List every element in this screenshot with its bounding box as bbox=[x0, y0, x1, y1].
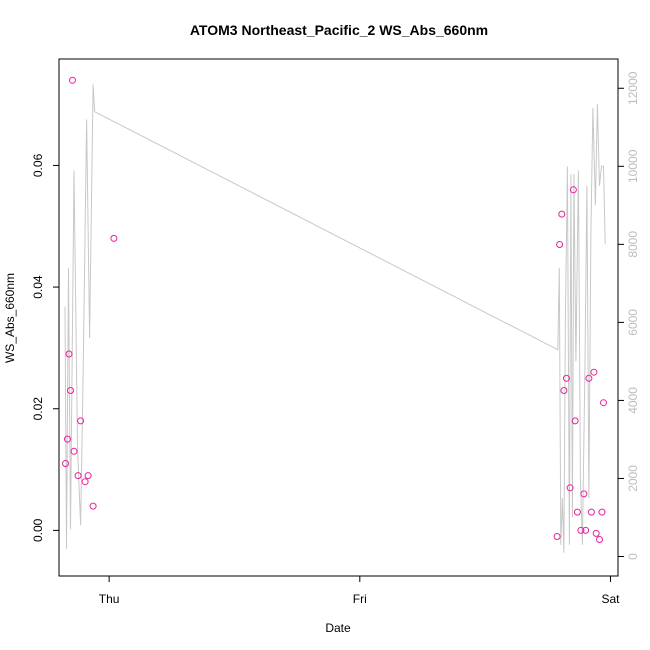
right-y-axis: 0 2000 4000 6000 8000 10000 12000 bbox=[617, 71, 640, 560]
data-point bbox=[69, 76, 76, 84]
data-point bbox=[587, 508, 595, 516]
data-point bbox=[556, 241, 564, 248]
data-point bbox=[70, 447, 78, 455]
right-tick-label: 4000 bbox=[626, 387, 640, 414]
data-point bbox=[569, 186, 577, 194]
right-tick-label: 6000 bbox=[626, 309, 640, 336]
data-point bbox=[596, 536, 603, 543]
data-point bbox=[592, 529, 600, 537]
left-y-axis: 0.00 0.02 0.04 0.06 bbox=[31, 153, 60, 542]
data-point bbox=[560, 387, 568, 394]
data-point bbox=[62, 460, 69, 467]
right-tick-label: 10000 bbox=[626, 149, 640, 183]
x-tick-label: Sat bbox=[601, 592, 620, 606]
x-axis-label: Date bbox=[325, 621, 351, 635]
data-point bbox=[558, 210, 566, 218]
data-point bbox=[566, 484, 574, 492]
data-point bbox=[585, 374, 593, 382]
right-tick-label: 2000 bbox=[626, 465, 640, 492]
data-point bbox=[65, 350, 73, 358]
altitude-line-layer bbox=[64, 84, 606, 553]
left-tick-label: 0.02 bbox=[31, 397, 45, 421]
y-axis-label: WS_Abs_660nm bbox=[3, 273, 17, 363]
data-point bbox=[67, 387, 74, 394]
data-point bbox=[562, 374, 570, 382]
data-point bbox=[580, 490, 588, 498]
altitude-line bbox=[64, 84, 606, 553]
data-point bbox=[577, 526, 585, 534]
data-point bbox=[74, 472, 82, 480]
data-point bbox=[110, 234, 118, 242]
data-point bbox=[600, 399, 607, 407]
data-point bbox=[590, 368, 598, 376]
left-tick-label: 0.06 bbox=[31, 153, 45, 177]
data-point bbox=[89, 502, 97, 510]
x-tick-label: Thu bbox=[99, 592, 120, 606]
left-tick-label: 0.00 bbox=[31, 518, 45, 542]
data-point bbox=[553, 533, 561, 540]
x-axis: Thu Fri Sat bbox=[99, 575, 620, 606]
left-tick-label: 0.04 bbox=[31, 275, 45, 299]
right-tick-label: 8000 bbox=[626, 231, 640, 258]
data-point bbox=[84, 472, 92, 480]
data-point bbox=[573, 508, 581, 516]
data-point bbox=[81, 478, 89, 486]
data-point bbox=[582, 526, 590, 534]
x-tick-label: Fri bbox=[353, 592, 367, 606]
right-tick-label: 12000 bbox=[626, 71, 640, 105]
chart-title: ATOM3 Northeast_Pacific_2 WS_Abs_660nm bbox=[190, 22, 488, 38]
data-point bbox=[571, 417, 579, 425]
data-point bbox=[77, 417, 85, 425]
right-tick-label: 0 bbox=[626, 553, 640, 560]
data-point bbox=[64, 435, 71, 443]
data-point bbox=[598, 508, 606, 516]
data-points-layer bbox=[62, 76, 607, 543]
